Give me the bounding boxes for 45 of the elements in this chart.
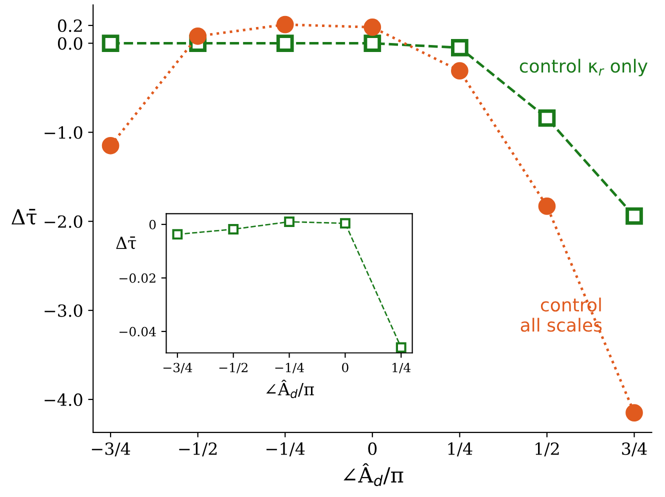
x-tick-label: −1/4 <box>266 442 305 456</box>
point <box>538 109 556 127</box>
x-tick-label: −1/2 <box>179 442 217 456</box>
y-tick-label: 0.2 <box>58 19 82 32</box>
y-tick-label: 0 <box>149 220 156 230</box>
x-tick-label: 3/4 <box>622 442 647 456</box>
point <box>228 224 239 234</box>
point <box>172 229 183 240</box>
point <box>276 16 294 34</box>
y-tick-label: 0.0 <box>58 37 82 50</box>
y-tick-label: −2.0 <box>44 215 82 228</box>
point <box>626 404 643 422</box>
x-axis-title: ∠Â$_{d}$/π <box>344 463 404 486</box>
x-tick-label: 1/4 <box>392 362 411 374</box>
y-tick-label: −0.04 <box>120 326 156 336</box>
x-tick-label: 1/4 <box>448 442 472 456</box>
y-tick-label: −1.0 <box>44 126 82 139</box>
point <box>364 34 382 52</box>
y-axis-title: Δτ̄ <box>116 236 136 250</box>
point <box>451 39 468 56</box>
point <box>284 216 294 227</box>
series-label: control κ$_{r}$ only <box>520 58 648 76</box>
point <box>340 218 350 229</box>
point <box>626 207 643 225</box>
point <box>276 34 294 52</box>
point <box>102 136 120 154</box>
point <box>451 62 468 80</box>
x-tick-label: −1/2 <box>219 362 248 374</box>
point <box>538 198 556 215</box>
series-label: control all scales <box>520 298 602 332</box>
x-axis-title: ∠Â$_{d}$/π <box>266 380 314 398</box>
point <box>364 18 382 36</box>
x-tick-label: 0 <box>342 362 348 372</box>
point <box>396 342 406 353</box>
point <box>189 27 207 45</box>
y-tick-label: −3.0 <box>44 304 82 317</box>
y-tick-label: −4.0 <box>44 393 82 406</box>
y-tick-label: −0.02 <box>120 273 156 283</box>
y-axis-title: Δτ̄ <box>12 208 37 225</box>
point <box>102 34 120 52</box>
x-tick-label: −1/4 <box>275 362 304 374</box>
x-tick-label: −3/4 <box>92 442 130 456</box>
x-tick-label: −3/4 <box>163 362 192 374</box>
x-tick-label: 0 <box>368 442 377 456</box>
x-tick-label: 1/2 <box>536 442 559 456</box>
